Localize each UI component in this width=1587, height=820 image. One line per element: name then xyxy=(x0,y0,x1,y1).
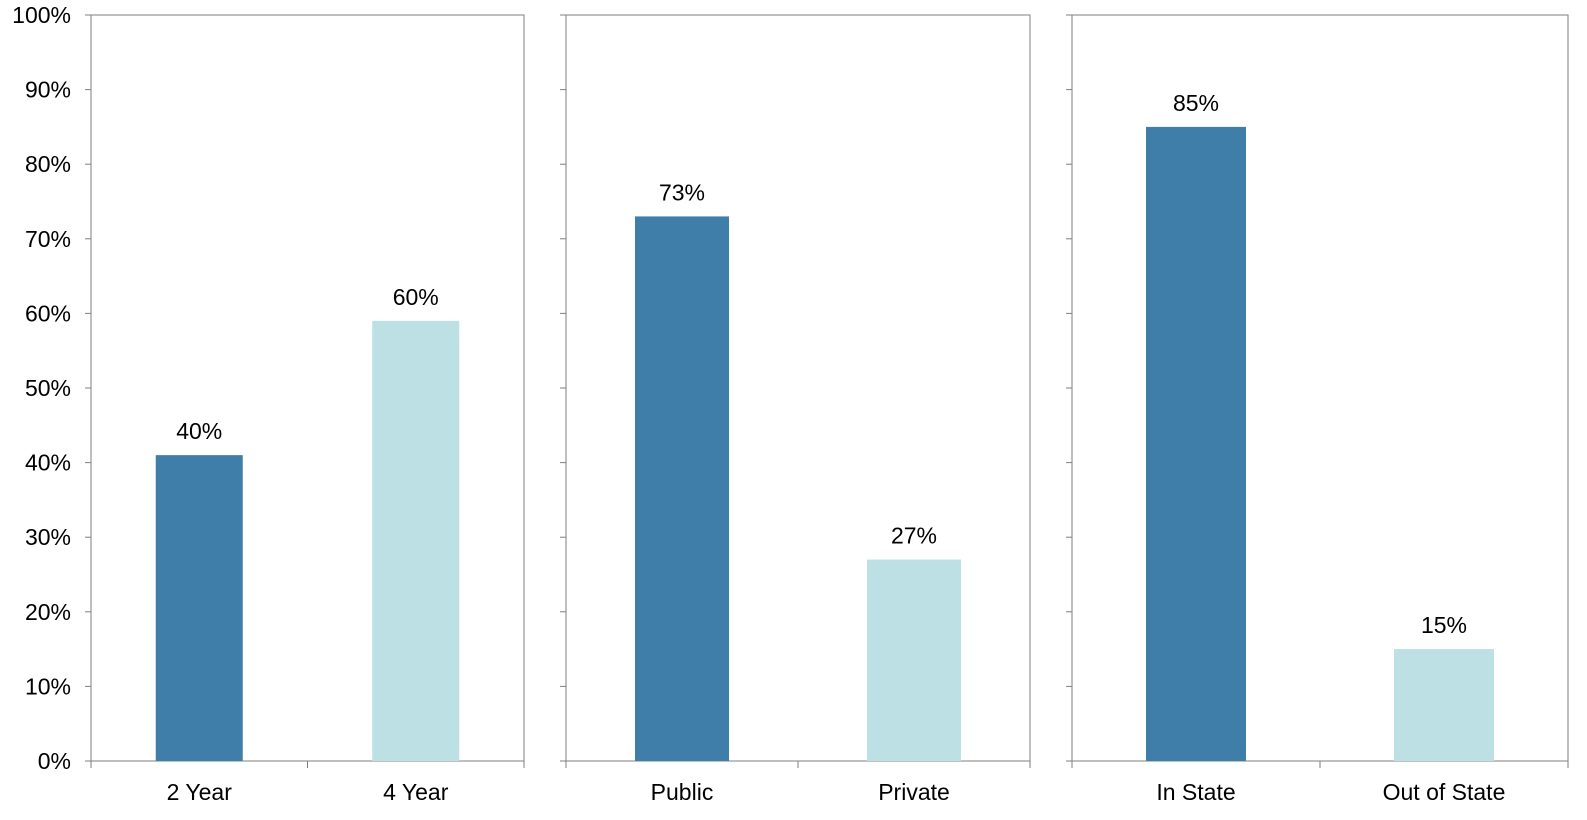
data-label: 40% xyxy=(176,418,222,444)
data-label: 60% xyxy=(393,284,439,310)
y-tick-label: 10% xyxy=(25,673,71,699)
data-label: 73% xyxy=(659,179,705,205)
x-category-label: 2 Year xyxy=(167,779,233,805)
y-tick-label: 70% xyxy=(25,226,71,252)
y-tick-label: 0% xyxy=(38,748,71,774)
bar-4-year xyxy=(372,320,460,761)
x-category-label: Out of State xyxy=(1383,779,1506,805)
data-label: 15% xyxy=(1421,612,1467,638)
y-tick-label: 40% xyxy=(25,450,71,476)
x-category-label: In State xyxy=(1156,779,1235,805)
y-tick-label: 50% xyxy=(25,375,71,401)
bar-in-state xyxy=(1146,126,1246,761)
bar-public xyxy=(635,216,729,762)
data-label: 85% xyxy=(1173,90,1219,116)
bar-2-year xyxy=(155,455,243,761)
y-tick-label: 100% xyxy=(12,2,71,28)
y-tick-label: 30% xyxy=(25,524,71,550)
bar-out-of-state xyxy=(1394,649,1494,761)
y-tick-label: 80% xyxy=(25,151,71,177)
x-category-label: 4 Year xyxy=(383,779,449,805)
y-tick-label: 90% xyxy=(25,77,71,103)
y-tick-label: 60% xyxy=(25,300,71,326)
data-label: 27% xyxy=(891,523,937,549)
x-category-label: Private xyxy=(878,779,950,805)
x-category-label: Public xyxy=(651,779,714,805)
bar-private xyxy=(867,559,961,761)
y-tick-label: 20% xyxy=(25,599,71,625)
